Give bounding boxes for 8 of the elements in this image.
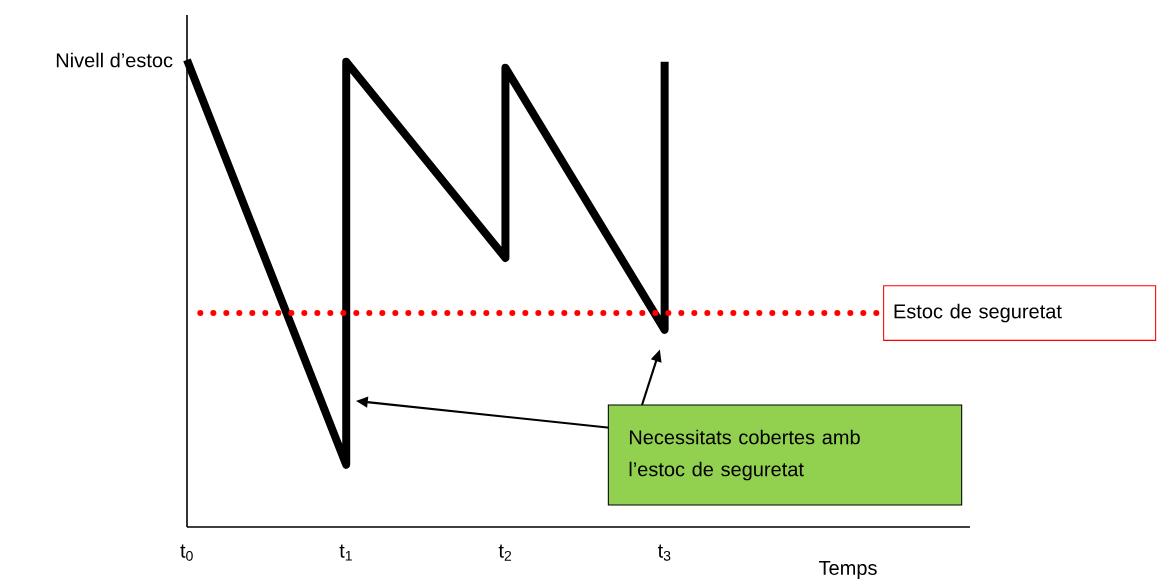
x-tick-label: t$_{1}$: [339, 544, 352, 561]
x-tick-label: t$_{2}$: [498, 544, 512, 561]
x-tick-label: t$_{3}$: [657, 544, 671, 561]
x-tick-label: t$_{0}$: [180, 544, 193, 561]
annotation: Necessitats cobertes amb l’estoc de seguretat: [629, 429, 860, 481]
y-axis-title: Nivell d’estoc: [56, 52, 173, 68]
x-axis-title: Temps: [819, 561, 877, 579]
ref-line-label: Estoc de seguretat: [894, 303, 1062, 323]
